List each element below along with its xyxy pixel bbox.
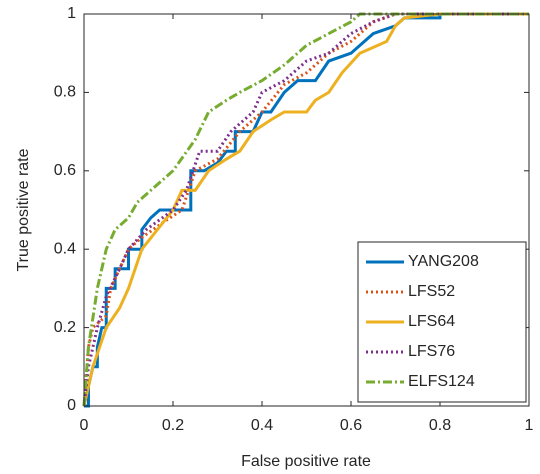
roc-line <box>82 12 529 407</box>
legend-label: LFS52 <box>408 283 455 300</box>
axes-frame <box>83 13 530 407</box>
x-tick-label: 0.8 <box>429 417 451 434</box>
y-tick-label: 0.4 <box>54 240 76 257</box>
y-tick-label: 0.6 <box>54 162 76 179</box>
x-tick-label: 0.2 <box>162 417 184 434</box>
x-tick-label: 0.6 <box>340 417 362 434</box>
x-axis-label: False positive rate <box>241 453 371 470</box>
legend-label: YANG208 <box>408 253 479 270</box>
y-tick-label: 0.2 <box>54 319 76 336</box>
y-tick-label: 0 <box>67 397 76 414</box>
y-axis-label: True positive rate <box>15 148 32 271</box>
legend-label: LFS64 <box>408 313 455 330</box>
y-tick-label: 0.8 <box>54 84 76 101</box>
y-tick-label: 1 <box>67 5 76 22</box>
roc-line <box>82 12 529 407</box>
x-tick-label: 1 <box>525 417 534 434</box>
roc-line <box>82 12 529 407</box>
x-tick-label: 0 <box>80 417 89 434</box>
legend-label: ELFS124 <box>408 373 475 390</box>
x-tick-label: 0.4 <box>251 417 273 434</box>
roc-line <box>84 12 529 408</box>
roc-line <box>82 12 529 407</box>
legend-label: LFS76 <box>408 343 455 360</box>
